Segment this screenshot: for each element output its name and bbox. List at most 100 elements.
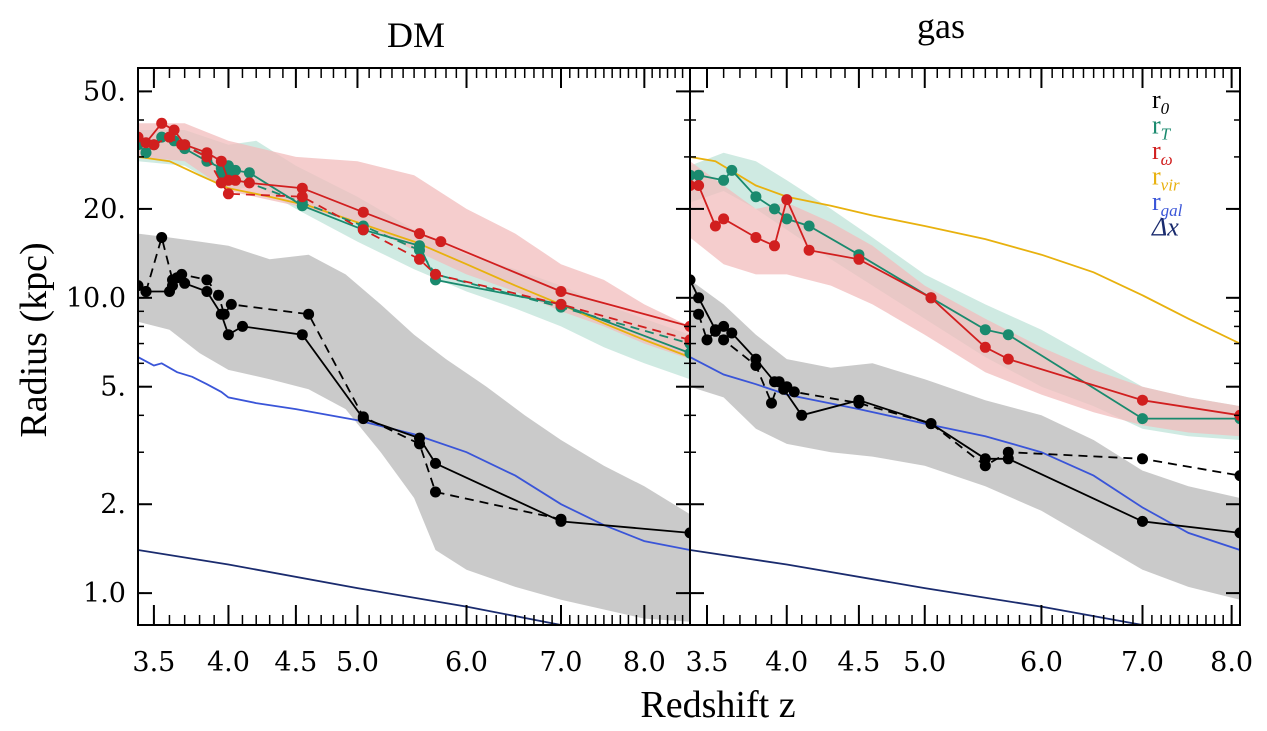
series-rT-point [979,324,991,336]
series-rT-point [750,191,762,203]
series-rw-point [156,117,168,129]
series-r0-point [430,486,441,498]
series-rw-point [296,191,308,203]
series-rw-point [769,240,780,252]
series-r0-point [701,334,713,346]
y-tick-labels: 1.0 2. 5. 10.0 20. 50. [66,76,126,609]
series-r0-point [853,397,865,409]
series-rw-point [709,220,721,232]
series-dx-line [690,549,1143,625]
series-r0-point [726,327,738,339]
series-rw-point [750,232,762,243]
series-r0-point [925,418,937,430]
x-tick-label: 4.0 [207,647,250,678]
series-rw-point [693,180,705,191]
series-rT-point [718,174,730,186]
series-rw-point [555,298,567,310]
series-rw-point [979,341,991,353]
series-rT-point [414,244,425,256]
series-rgal-line [138,356,690,551]
series-rw-point [1137,394,1148,406]
x-tick-label: 8.0 [1210,647,1253,678]
y-tick-label: 5. [100,372,126,403]
y-tick-label: 2. [100,489,126,520]
plot-area [690,152,1240,625]
series-rw-point [781,194,793,206]
series-rw-point [357,206,369,218]
legend-entry-base: r [1152,136,1161,165]
series-r0-point [156,232,168,243]
x-tick-label: 7.0 [540,647,583,678]
legend-entry-dx: Δx [1151,213,1179,242]
series-r0-point [303,308,315,320]
series-r0-point [237,320,248,332]
series-rT-point [684,347,690,359]
series-r0-point [555,513,567,525]
series-rw-point [853,253,865,265]
series-rw-point [164,131,175,143]
y-axis-label: Radius (kpc) [13,242,55,437]
x-tick-label: 4.0 [765,647,808,678]
series-dx-line [138,549,562,625]
y-tick-label: 10.0 [66,283,126,314]
series-r0-point [296,329,308,341]
legend-entry-sub: vir [1161,176,1180,195]
series-r0-point [179,277,191,289]
series-rw-point [430,268,441,280]
series-r0-point [1234,470,1240,482]
series-r0-point [1002,446,1014,458]
panel-title-dm: DM [387,15,445,55]
series-rw-point [357,224,369,236]
y-tick-label: 20. [83,194,126,225]
legend-entry-sub: gal [1161,201,1183,220]
series-rw-point [803,244,815,256]
legend-entry-sub: 0 [1161,99,1170,118]
legend-entry-rvir: rvir [1152,162,1180,195]
panel-dm: 3.5 4.0 4.5 5.0 6.0 7.0 8.0 [132,67,691,678]
panel-gas: 3.5 4.0 4.5 5.0 6.0 7.0 8.0 [686,67,1253,678]
series-rw-point [230,174,241,186]
series-rT-point [693,169,705,181]
series-r0-point [176,268,188,280]
series-rT-point [140,147,152,159]
series-rw-point [296,182,308,194]
series-rw-point [243,177,255,189]
x-tick-label: 6.0 [1020,647,1063,678]
series-r0-point [167,274,178,286]
series-rw-dashed-line [153,136,690,341]
series-rT-point [243,167,255,179]
series-rT-point [726,164,738,176]
legend-entry-base: r [1152,162,1161,191]
legend-entry-rT: rT [1152,111,1172,144]
series-rw-point [718,213,730,225]
series-rvir-line [138,156,690,358]
series-rw-point [414,253,425,265]
series-r0-point [201,286,213,297]
series-rw-point [215,177,227,189]
series-r0-point [213,289,224,301]
band-rw [690,161,1240,437]
series-rw-point [684,334,690,346]
y-tick-label: 50. [83,76,126,107]
series-rw-point [435,236,447,248]
series-r0-point [796,409,808,421]
series-rT-point [769,203,780,215]
x-tick-label: 5.0 [903,647,946,678]
x-tick-label: 3.5 [132,647,175,678]
y-tick-label: 1.0 [83,578,126,609]
series-r0-point [222,329,234,341]
series-rT-point [781,213,793,225]
x-tick-label: 7.0 [1121,647,1164,678]
series-rw-point [555,286,567,297]
x-tick-label: 8.0 [623,647,666,678]
series-r0-point [766,397,777,409]
legend-entry-base: Δx [1151,213,1179,242]
series-r0-point [979,460,991,472]
series-r0-point [750,360,762,371]
series-rT-point [803,220,815,232]
legend-entry-rgal: rgal [1152,187,1183,220]
series-r0-point [693,308,705,320]
series-rT-point [1137,413,1148,425]
series-rT-point [1002,329,1014,341]
